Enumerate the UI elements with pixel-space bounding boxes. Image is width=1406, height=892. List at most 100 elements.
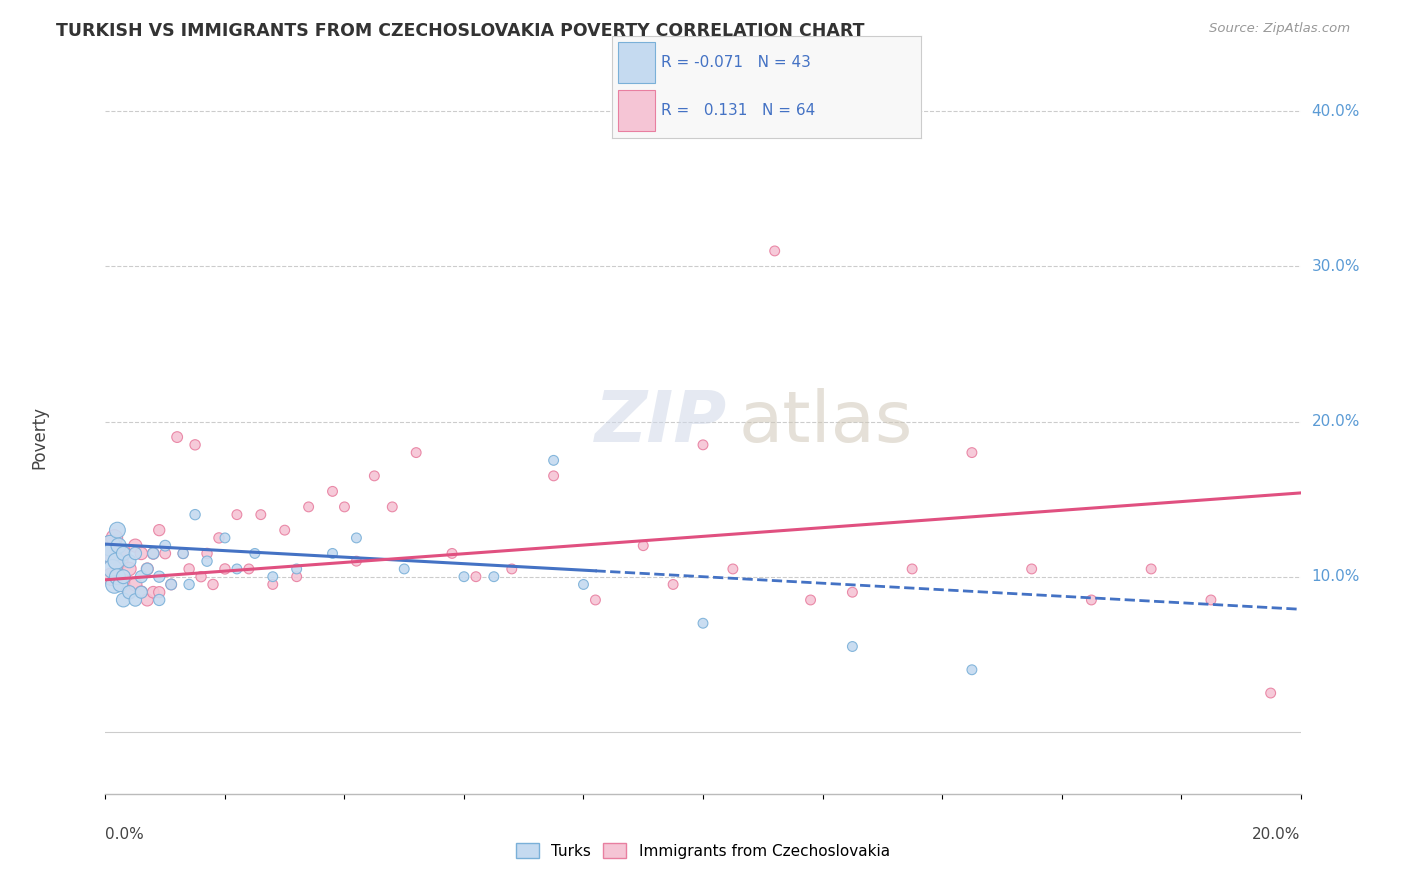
Text: 20.0%: 20.0% <box>1312 414 1360 429</box>
Point <box>118 585 141 599</box>
Point <box>124 546 146 560</box>
Point <box>124 539 146 553</box>
Point <box>103 577 125 591</box>
Point <box>1140 562 1163 576</box>
Point <box>160 577 183 591</box>
Point <box>100 546 122 560</box>
Point <box>225 508 249 522</box>
FancyBboxPatch shape <box>617 42 655 83</box>
Point <box>243 546 266 560</box>
Point <box>155 539 177 553</box>
Point <box>960 663 983 677</box>
Point <box>250 508 273 522</box>
Point <box>112 577 135 591</box>
Point <box>112 570 135 584</box>
Point <box>321 484 344 499</box>
Point <box>285 562 308 576</box>
Point <box>100 570 122 584</box>
Point <box>225 562 249 576</box>
Point <box>184 438 207 452</box>
Point <box>172 546 194 560</box>
Point <box>662 577 685 591</box>
Point <box>285 570 308 584</box>
Point <box>572 577 595 591</box>
Legend: Turks, Immigrants from Czechoslovakia: Turks, Immigrants from Czechoslovakia <box>510 837 896 864</box>
Point <box>107 570 129 584</box>
Point <box>124 593 146 607</box>
Point <box>208 531 231 545</box>
Point <box>202 577 225 591</box>
Point <box>148 585 170 599</box>
Point <box>405 445 427 459</box>
Point <box>464 570 488 584</box>
Point <box>543 468 565 483</box>
Point <box>1260 686 1282 700</box>
Point <box>129 570 153 584</box>
Point <box>453 570 475 584</box>
Point <box>346 554 368 568</box>
Point <box>763 244 786 258</box>
Point <box>148 523 170 537</box>
Point <box>333 500 356 514</box>
Point <box>1080 593 1102 607</box>
Point <box>482 570 505 584</box>
Point <box>148 593 170 607</box>
Point <box>901 562 924 576</box>
Point <box>501 562 523 576</box>
Point <box>799 593 821 607</box>
Text: atlas: atlas <box>740 388 914 458</box>
Text: ZIP: ZIP <box>595 388 727 458</box>
Point <box>721 562 744 576</box>
Point <box>177 577 201 591</box>
Point <box>98 539 121 553</box>
Point <box>107 546 129 560</box>
Point <box>441 546 464 560</box>
Point <box>142 546 165 560</box>
Point <box>543 453 565 467</box>
Text: Poverty: Poverty <box>31 406 49 468</box>
Point <box>692 438 714 452</box>
Point <box>195 546 218 560</box>
Point <box>394 562 416 576</box>
Point <box>1199 593 1222 607</box>
Point <box>129 546 153 560</box>
Point <box>346 531 368 545</box>
Point <box>177 562 201 576</box>
Point <box>160 577 183 591</box>
Point <box>190 570 212 584</box>
Point <box>107 523 129 537</box>
Point <box>381 500 404 514</box>
Point <box>129 585 153 599</box>
Point <box>841 585 863 599</box>
Point <box>585 593 607 607</box>
Point <box>172 546 194 560</box>
Point <box>118 585 141 599</box>
Point <box>273 523 295 537</box>
Point <box>110 554 132 568</box>
Point <box>136 562 159 576</box>
Point <box>262 577 284 591</box>
Point <box>142 585 165 599</box>
Point <box>118 562 141 576</box>
Point <box>110 577 132 591</box>
Point <box>1021 562 1043 576</box>
Point <box>214 562 236 576</box>
Text: R = -0.071   N = 43: R = -0.071 N = 43 <box>661 54 811 70</box>
Point <box>124 577 146 591</box>
Point <box>129 585 153 599</box>
Point <box>112 546 135 560</box>
Point <box>195 554 218 568</box>
Point <box>148 570 170 584</box>
Point <box>298 500 321 514</box>
FancyBboxPatch shape <box>617 90 655 131</box>
Point <box>107 539 129 553</box>
Point <box>841 640 863 654</box>
Point <box>166 430 188 444</box>
Point <box>960 445 983 459</box>
Point <box>97 546 120 560</box>
Text: 40.0%: 40.0% <box>1312 103 1360 119</box>
Point <box>633 539 655 553</box>
Text: 20.0%: 20.0% <box>1253 827 1301 841</box>
Text: R =   0.131   N = 64: R = 0.131 N = 64 <box>661 103 815 118</box>
Text: TURKISH VS IMMIGRANTS FROM CZECHOSLOVAKIA POVERTY CORRELATION CHART: TURKISH VS IMMIGRANTS FROM CZECHOSLOVAKI… <box>56 22 865 40</box>
